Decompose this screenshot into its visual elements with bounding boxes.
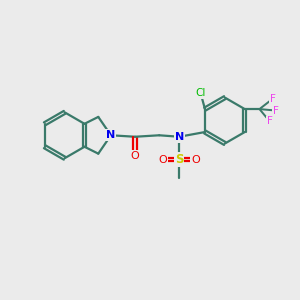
Text: S: S bbox=[175, 153, 184, 166]
Text: F: F bbox=[267, 116, 273, 126]
Text: O: O bbox=[159, 155, 167, 165]
Text: O: O bbox=[131, 151, 140, 161]
Text: O: O bbox=[191, 155, 200, 165]
Text: N: N bbox=[106, 130, 116, 140]
Text: N: N bbox=[175, 132, 184, 142]
Text: Cl: Cl bbox=[195, 88, 206, 98]
Text: F: F bbox=[270, 94, 276, 104]
Text: F: F bbox=[273, 106, 279, 116]
